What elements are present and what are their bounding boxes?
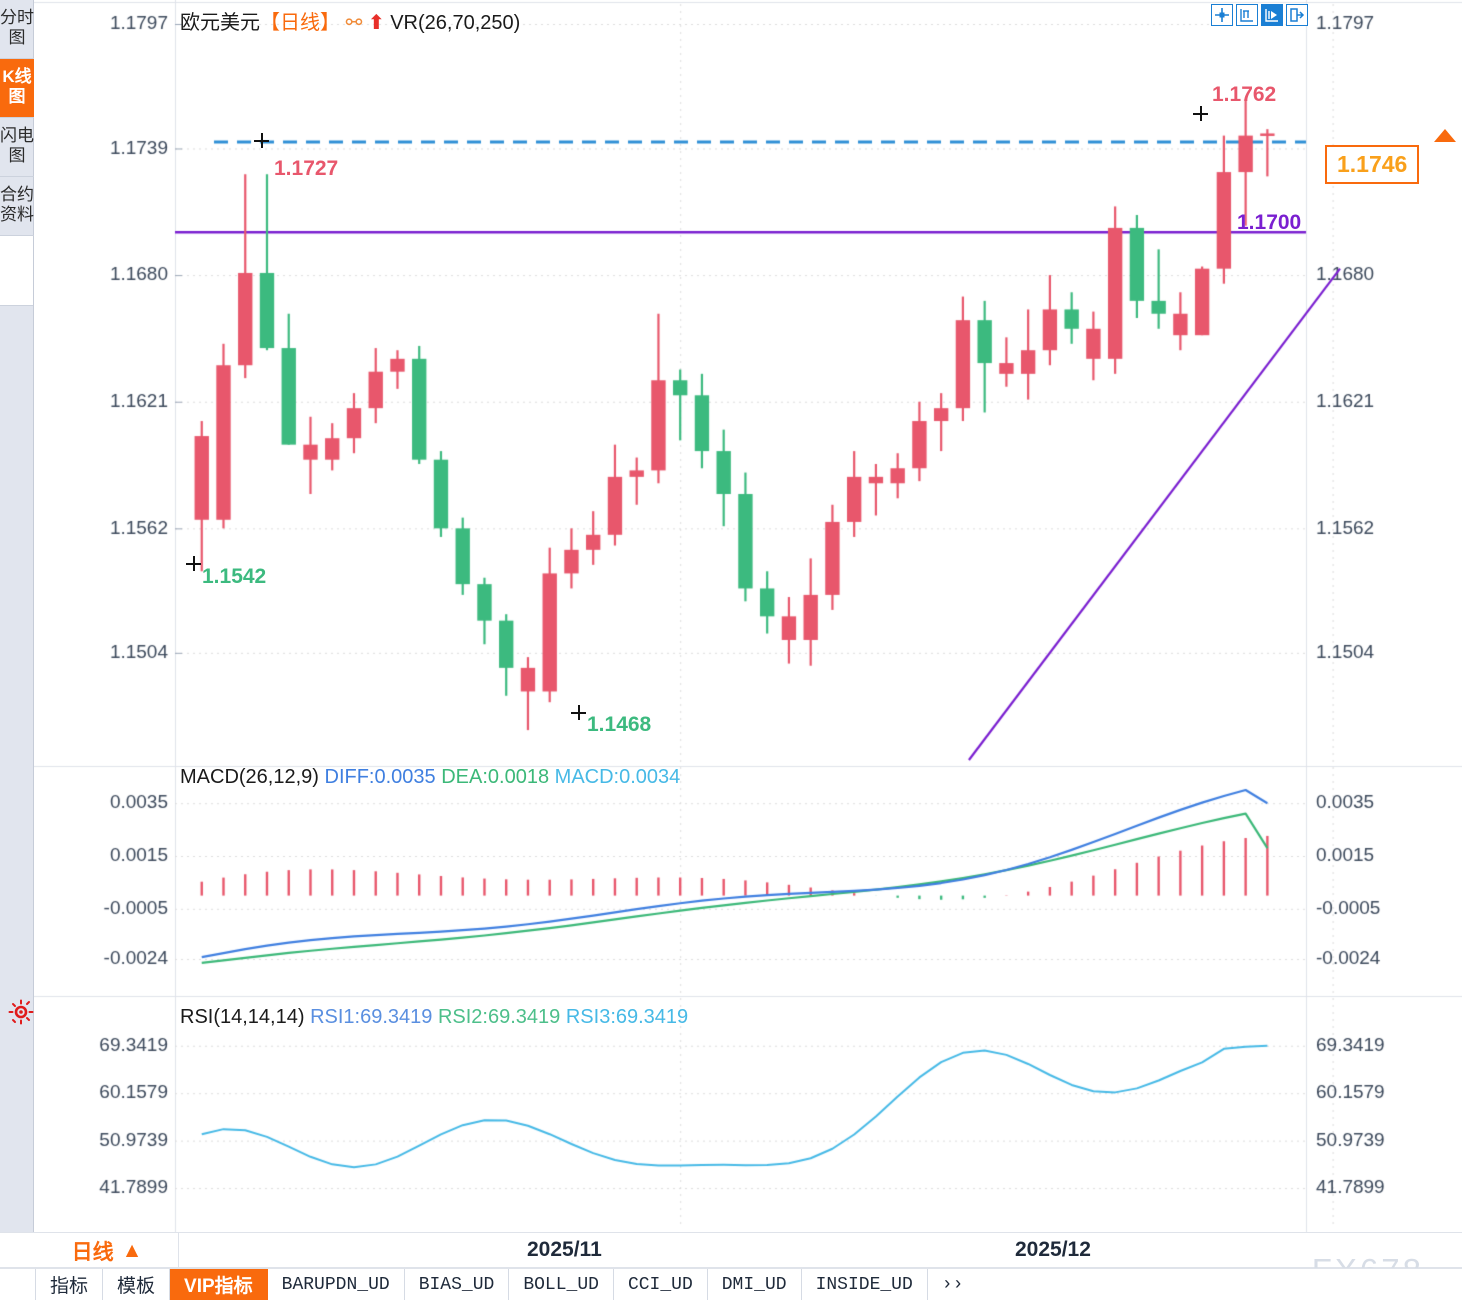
tab-barupdn-ud[interactable]: BARUPDN_UD [268, 1269, 405, 1300]
tab-cci-ud[interactable]: CCI_UD [614, 1269, 708, 1300]
sidebar-item-timeshare-chart[interactable]: 分时图 [0, 0, 34, 59]
exit-icon[interactable] [1286, 4, 1308, 26]
sidebar-item-k-line-chart[interactable]: K线图 [0, 59, 34, 118]
timeframe-button[interactable]: 日线 ▲ [36, 1233, 179, 1268]
sidebar-item-lightning-chart[interactable]: 闪电图 [0, 118, 34, 177]
tab-vip-indicators[interactable]: VIP指标 [170, 1269, 268, 1300]
chart-area: 欧元美元【日线】 ⚯ ⬆ VR(26,70,250) [34, 0, 1462, 1232]
period-low-label: 1.1468 [587, 713, 652, 736]
swing-high-marker [254, 133, 269, 148]
up-arrow-icon: ⬆ [367, 12, 385, 34]
tab-more-chevron[interactable]: ›› [941, 1274, 964, 1295]
rsi1-value: RSI1:69.3419 [310, 1006, 433, 1028]
period-low-marker [571, 705, 586, 720]
measure-icon[interactable] [1236, 4, 1258, 26]
macd-hist-value: MACD:0.0034 [554, 766, 681, 788]
price-chart-legend: 欧元美元【日线】 ⚯ ⬆ VR(26,70,250) [180, 6, 520, 35]
support-line-label: 1.1700 [1237, 211, 1302, 234]
period-high-marker [1193, 106, 1208, 121]
date-label-nov: 2025/11 [527, 1238, 602, 1261]
macd-legend: MACD(26,12,9) DIFF:0.0035 DEA:0.0018 MAC… [180, 766, 680, 789]
timeframe-label: 日线 [71, 1240, 114, 1264]
rsi-title: RSI(14,14,14) [180, 1006, 305, 1028]
tab-templates[interactable]: 模板 [103, 1269, 171, 1300]
macd-diff-value: DIFF:0.0035 [324, 766, 436, 788]
sidebar-item-contract-info[interactable]: 合约资料 [0, 177, 34, 236]
swing-low-marker [186, 556, 201, 571]
crosshair-target-icon[interactable]: ⚯ [345, 12, 363, 34]
price-tag-arrow [1434, 129, 1456, 142]
tab-dmi-ud[interactable]: DMI_UD [708, 1269, 802, 1300]
tab-boll-ud[interactable]: BOLL_UD [509, 1269, 614, 1300]
swing-high-label: 1.1727 [274, 157, 339, 180]
chart-canvas[interactable] [34, 0, 1462, 1232]
vr-indicator-label: VR(26,70,250) [390, 12, 521, 34]
indicator-tab-bar: 指标 模板 VIP指标 BARUPDN_UD BIAS_UD BOLL_UD C… [0, 1268, 1462, 1300]
timeframe-arrow-icon: ▲ [121, 1238, 143, 1262]
tab-bias-ud[interactable]: BIAS_UD [405, 1269, 510, 1300]
period-label: 【日线】 [260, 12, 340, 34]
playback-icon[interactable] [1261, 4, 1283, 26]
tab-indicators[interactable]: 指标 [36, 1269, 104, 1300]
tab-inside-ud[interactable]: INSIDE_UD [802, 1269, 928, 1300]
macd-dea-value: DEA:0.0018 [441, 766, 550, 788]
sun-alert-icon[interactable] [8, 999, 34, 1025]
sidebar-label-3: 合约资料 [0, 185, 34, 224]
chart-tool-buttons [1211, 4, 1308, 26]
sidebar-label-1: K线图 [2, 67, 32, 106]
rsi3-value: RSI3:69.3419 [565, 1006, 689, 1028]
rsi2-value: RSI2:69.3419 [437, 1006, 561, 1028]
period-high-label: 1.1762 [1212, 83, 1277, 106]
fit-chart-icon[interactable] [1211, 4, 1233, 26]
sidebar-label-2: 闪电图 [0, 126, 34, 165]
symbol-label: 欧元美元 [180, 12, 260, 34]
current-price-tag[interactable]: 1.1746 [1325, 145, 1420, 184]
left-sidebar: 分时图 K线图 闪电图 合约资料 [0, 0, 34, 1232]
date-label-dec: 2025/12 [1015, 1238, 1091, 1261]
tabbar-left-gap [0, 1269, 36, 1300]
sidebar-label-0: 分时图 [0, 8, 34, 47]
rsi-legend: RSI(14,14,14) RSI1:69.3419 RSI2:69.3419 … [180, 1006, 688, 1029]
macd-title: MACD(26,12,9) [180, 766, 319, 788]
swing-low-label: 1.1542 [202, 565, 267, 588]
sidebar-blank [0, 236, 33, 306]
time-axis-bar: 日线 ▲ 2025/11 2025/12 [0, 1232, 1462, 1268]
